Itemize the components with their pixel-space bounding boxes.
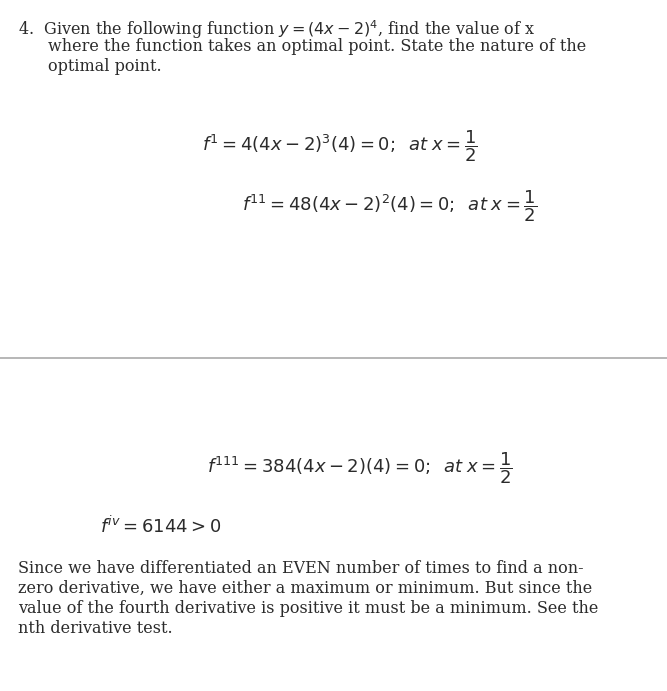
Text: Since we have differentiated an EVEN number of times to find a non-: Since we have differentiated an EVEN num… [18,560,584,577]
Text: $f^{11} = 48(4x - 2)^{2}(4) = 0; \;\; at\; x = \dfrac{1}{2}$: $f^{11} = 48(4x - 2)^{2}(4) = 0; \;\; at… [242,188,538,224]
Text: nth derivative test.: nth derivative test. [18,620,173,637]
Text: 4.  Given the following function $y = (4x - 2)^4$, find the value of x: 4. Given the following function $y = (4x… [18,18,536,41]
Text: $f^{iv} = 6144 > 0$: $f^{iv} = 6144 > 0$ [100,516,221,537]
Text: $f^{111} = 384(4x - 2)(4) = 0; \;\; at\; x = \dfrac{1}{2}$: $f^{111} = 384(4x - 2)(4) = 0; \;\; at\;… [207,450,513,486]
Text: $f^{1} = 4(4x - 2)^{3}(4) = 0; \;\; at\; x = \dfrac{1}{2}$: $f^{1} = 4(4x - 2)^{3}(4) = 0; \;\; at\;… [202,128,478,164]
Text: zero derivative, we have either a maximum or minimum. But since the: zero derivative, we have either a maximu… [18,580,592,597]
Text: optimal point.: optimal point. [48,58,161,75]
Text: where the function takes an optimal point. State the nature of the: where the function takes an optimal poin… [48,38,586,55]
Text: value of the fourth derivative is positive it must be a minimum. See the: value of the fourth derivative is positi… [18,600,598,617]
